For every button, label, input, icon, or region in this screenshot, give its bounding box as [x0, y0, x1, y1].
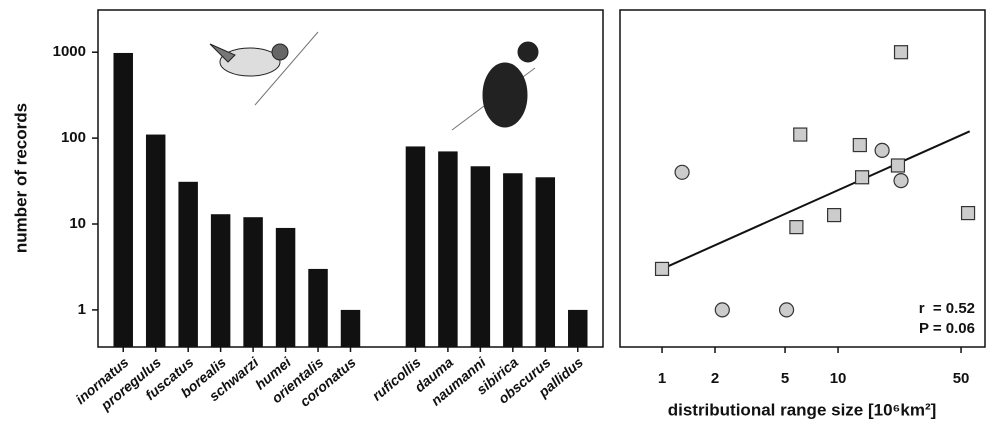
y-tick-label: 1: [78, 301, 86, 318]
square-point: [853, 139, 866, 152]
bar: [211, 214, 230, 347]
bar: [503, 173, 522, 347]
bar: [406, 146, 425, 347]
plot-frame: [620, 10, 985, 347]
x-tick-label: 10: [830, 370, 847, 387]
bar: [438, 151, 457, 347]
bar: [308, 269, 327, 347]
y-tick-label: 10: [69, 215, 86, 232]
bar: [178, 182, 197, 347]
square-point: [856, 171, 869, 184]
bar: [276, 228, 295, 347]
circle-point: [675, 165, 689, 179]
y-tick-label: 100: [61, 129, 86, 146]
annotation: P = 0.06: [919, 320, 975, 337]
x-tick-label: 1: [658, 370, 666, 387]
square-point: [962, 207, 975, 220]
x-tick-label: 50: [953, 370, 970, 387]
annotation: r = 0.52: [919, 300, 975, 317]
circle-point: [875, 143, 889, 157]
y-tick-label: 1000: [53, 43, 86, 60]
square-point: [895, 46, 908, 59]
bar: [568, 310, 587, 347]
x-tick-label: 2: [711, 370, 719, 387]
bird-illustration: [210, 32, 538, 130]
fit-line: [662, 131, 970, 269]
circle-point: [894, 174, 908, 188]
bar: [536, 177, 555, 347]
square-point: [828, 209, 841, 222]
square-point: [790, 221, 803, 234]
figure: number of records distributional range s…: [0, 0, 992, 433]
bar: [146, 135, 165, 347]
bar: [243, 217, 262, 347]
bar: [113, 53, 132, 347]
square-point: [891, 159, 904, 172]
bar: [341, 310, 360, 347]
x-tick-label: 5: [781, 370, 789, 387]
square-point: [656, 262, 669, 275]
y-axis-label: number of records: [11, 103, 30, 253]
square-point: [794, 128, 807, 141]
circle-point: [780, 303, 794, 317]
bar: [471, 166, 490, 347]
circle-point: [715, 303, 729, 317]
x-axis-label: distributional range size [10⁶km²]: [668, 400, 937, 419]
